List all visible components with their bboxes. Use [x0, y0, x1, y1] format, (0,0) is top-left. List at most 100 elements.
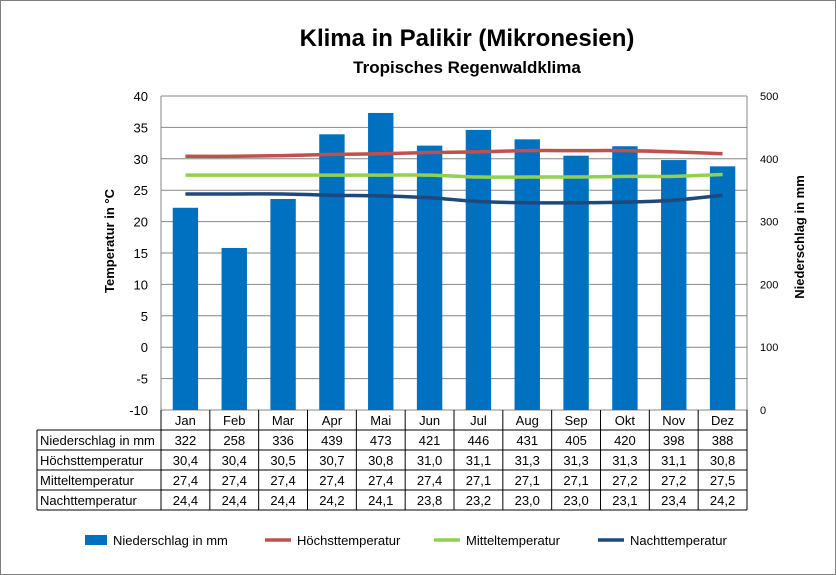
- bar-series: [172, 112, 736, 411]
- series-line: [185, 148, 723, 159]
- table-cell: 27,4: [319, 473, 344, 488]
- x-tick-label: Okt: [615, 413, 636, 428]
- x-tick-label: Mai: [370, 413, 391, 428]
- table-cell: 27,4: [417, 473, 442, 488]
- bar: [709, 166, 736, 410]
- table-cell: 27,2: [661, 473, 686, 488]
- table-cell: 24,4: [270, 493, 295, 508]
- y-tick-label-left: -5: [136, 372, 148, 387]
- table-cell: 336: [272, 433, 294, 448]
- table-cell: 23,4: [661, 493, 686, 508]
- axes: 40 35 30 25 20 15 10 5 0 -5 -10 500 400 300 200 100 0: [129, 89, 778, 418]
- table-cell: 23,0: [563, 493, 588, 508]
- x-tick-label: Jan: [175, 413, 196, 428]
- y-tick-label-left: 10: [134, 277, 148, 292]
- table-cell: 27,4: [368, 473, 393, 488]
- table-cell: 27,4: [222, 473, 247, 488]
- x-tick-label: Feb: [223, 413, 245, 428]
- table-cell: 398: [663, 433, 685, 448]
- legend-swatch: [85, 535, 107, 545]
- table-cell: 30,5: [270, 453, 295, 468]
- table-cell: 322: [175, 433, 197, 448]
- bar: [319, 134, 345, 411]
- chart-subtitle: Tropisches Regenwaldklima: [353, 58, 581, 77]
- table-cell: 23,2: [466, 493, 491, 508]
- legend-label: Niederschlag in mm: [113, 533, 228, 548]
- table-cell: 421: [419, 433, 441, 448]
- line-series: [185, 148, 723, 205]
- table-cell: 27,4: [173, 473, 198, 488]
- series-line: [185, 172, 723, 179]
- table-cell: 27,2: [612, 473, 637, 488]
- table-cell: 23,8: [417, 493, 442, 508]
- table-cell: 27,4: [270, 473, 295, 488]
- table-cell: 420: [614, 433, 636, 448]
- y-tick-label-left: -10: [129, 403, 148, 418]
- table-cell: 258: [223, 433, 245, 448]
- table-cell: 30,8: [710, 453, 735, 468]
- table-cell: 27,1: [466, 473, 491, 488]
- y-tick-label-left: 20: [134, 215, 148, 230]
- table-row-label: Nachttemperatur: [40, 493, 137, 508]
- x-tick-label: Apr: [322, 413, 343, 428]
- x-tick-label: Jul: [470, 413, 487, 428]
- table-cell: 431: [516, 433, 538, 448]
- bar: [612, 146, 638, 411]
- table-cell: 31,3: [612, 453, 637, 468]
- table-cell: 439: [321, 433, 343, 448]
- bar: [563, 155, 589, 410]
- y-tick-label-left: 0: [141, 340, 148, 355]
- table-cell: 405: [565, 433, 587, 448]
- legend-label: Mitteltemperatur: [466, 533, 561, 548]
- bar: [270, 198, 296, 410]
- y-tick-label-right: 400: [760, 154, 778, 166]
- bar: [465, 129, 492, 411]
- legend: Niederschlag in mm Höchsttemperatur Mittel…: [85, 533, 727, 548]
- table-cell: 31,3: [563, 453, 588, 468]
- table-cell: 27,1: [515, 473, 540, 488]
- table-cell: 31,3: [515, 453, 540, 468]
- y-tick-label-right: 200: [760, 279, 778, 291]
- table-cell: 27,1: [563, 473, 588, 488]
- bar: [416, 145, 443, 410]
- table-cell: 30,7: [319, 453, 344, 468]
- table-cell: 24,4: [173, 493, 198, 508]
- bar: [661, 160, 687, 410]
- y-tick-label-right: 0: [760, 405, 766, 417]
- table-cell: 24,1: [368, 493, 393, 508]
- y-tick-label-right: 500: [760, 91, 778, 103]
- table-cell: 473: [370, 433, 392, 448]
- y-axis-title-right: Niederschlag in mm: [792, 175, 807, 299]
- table-cell: 446: [468, 433, 490, 448]
- bar: [368, 112, 394, 411]
- series-line: [185, 192, 723, 205]
- y-tick-label-left: 5: [141, 309, 148, 324]
- x-tick-label: Aug: [516, 413, 539, 428]
- bar: [172, 207, 199, 410]
- table-cell: 27,5: [710, 473, 735, 488]
- y-tick-label-left: 25: [134, 183, 148, 198]
- x-tick-label: Sep: [565, 413, 588, 428]
- y-tick-label-left: 15: [134, 246, 148, 261]
- chart-title: Klima in Palikir (Mikronesien): [300, 25, 635, 52]
- legend-label: Höchsttemperatur: [297, 533, 401, 548]
- table-cell: 30,8: [368, 453, 393, 468]
- bar: [514, 139, 540, 410]
- table-cell: 388: [712, 433, 734, 448]
- table-cell: 23,0: [515, 493, 540, 508]
- table-cell: 24,4: [222, 493, 247, 508]
- legend-label: Nachttemperatur: [630, 533, 727, 548]
- table-cell: 30,4: [173, 453, 198, 468]
- x-tick-label: Jun: [419, 413, 440, 428]
- table-cell: 24,2: [319, 493, 344, 508]
- y-tick-label-left: 35: [134, 120, 148, 135]
- table-cell: 31,1: [466, 453, 491, 468]
- y-tick-label-left: 40: [134, 89, 148, 104]
- y-tick-label-right: 300: [760, 217, 778, 229]
- x-tick-label: Nov: [662, 413, 686, 428]
- table-cell: 30,4: [222, 453, 247, 468]
- x-tick-label: Mar: [272, 413, 295, 428]
- table-cell: 24,2: [710, 493, 735, 508]
